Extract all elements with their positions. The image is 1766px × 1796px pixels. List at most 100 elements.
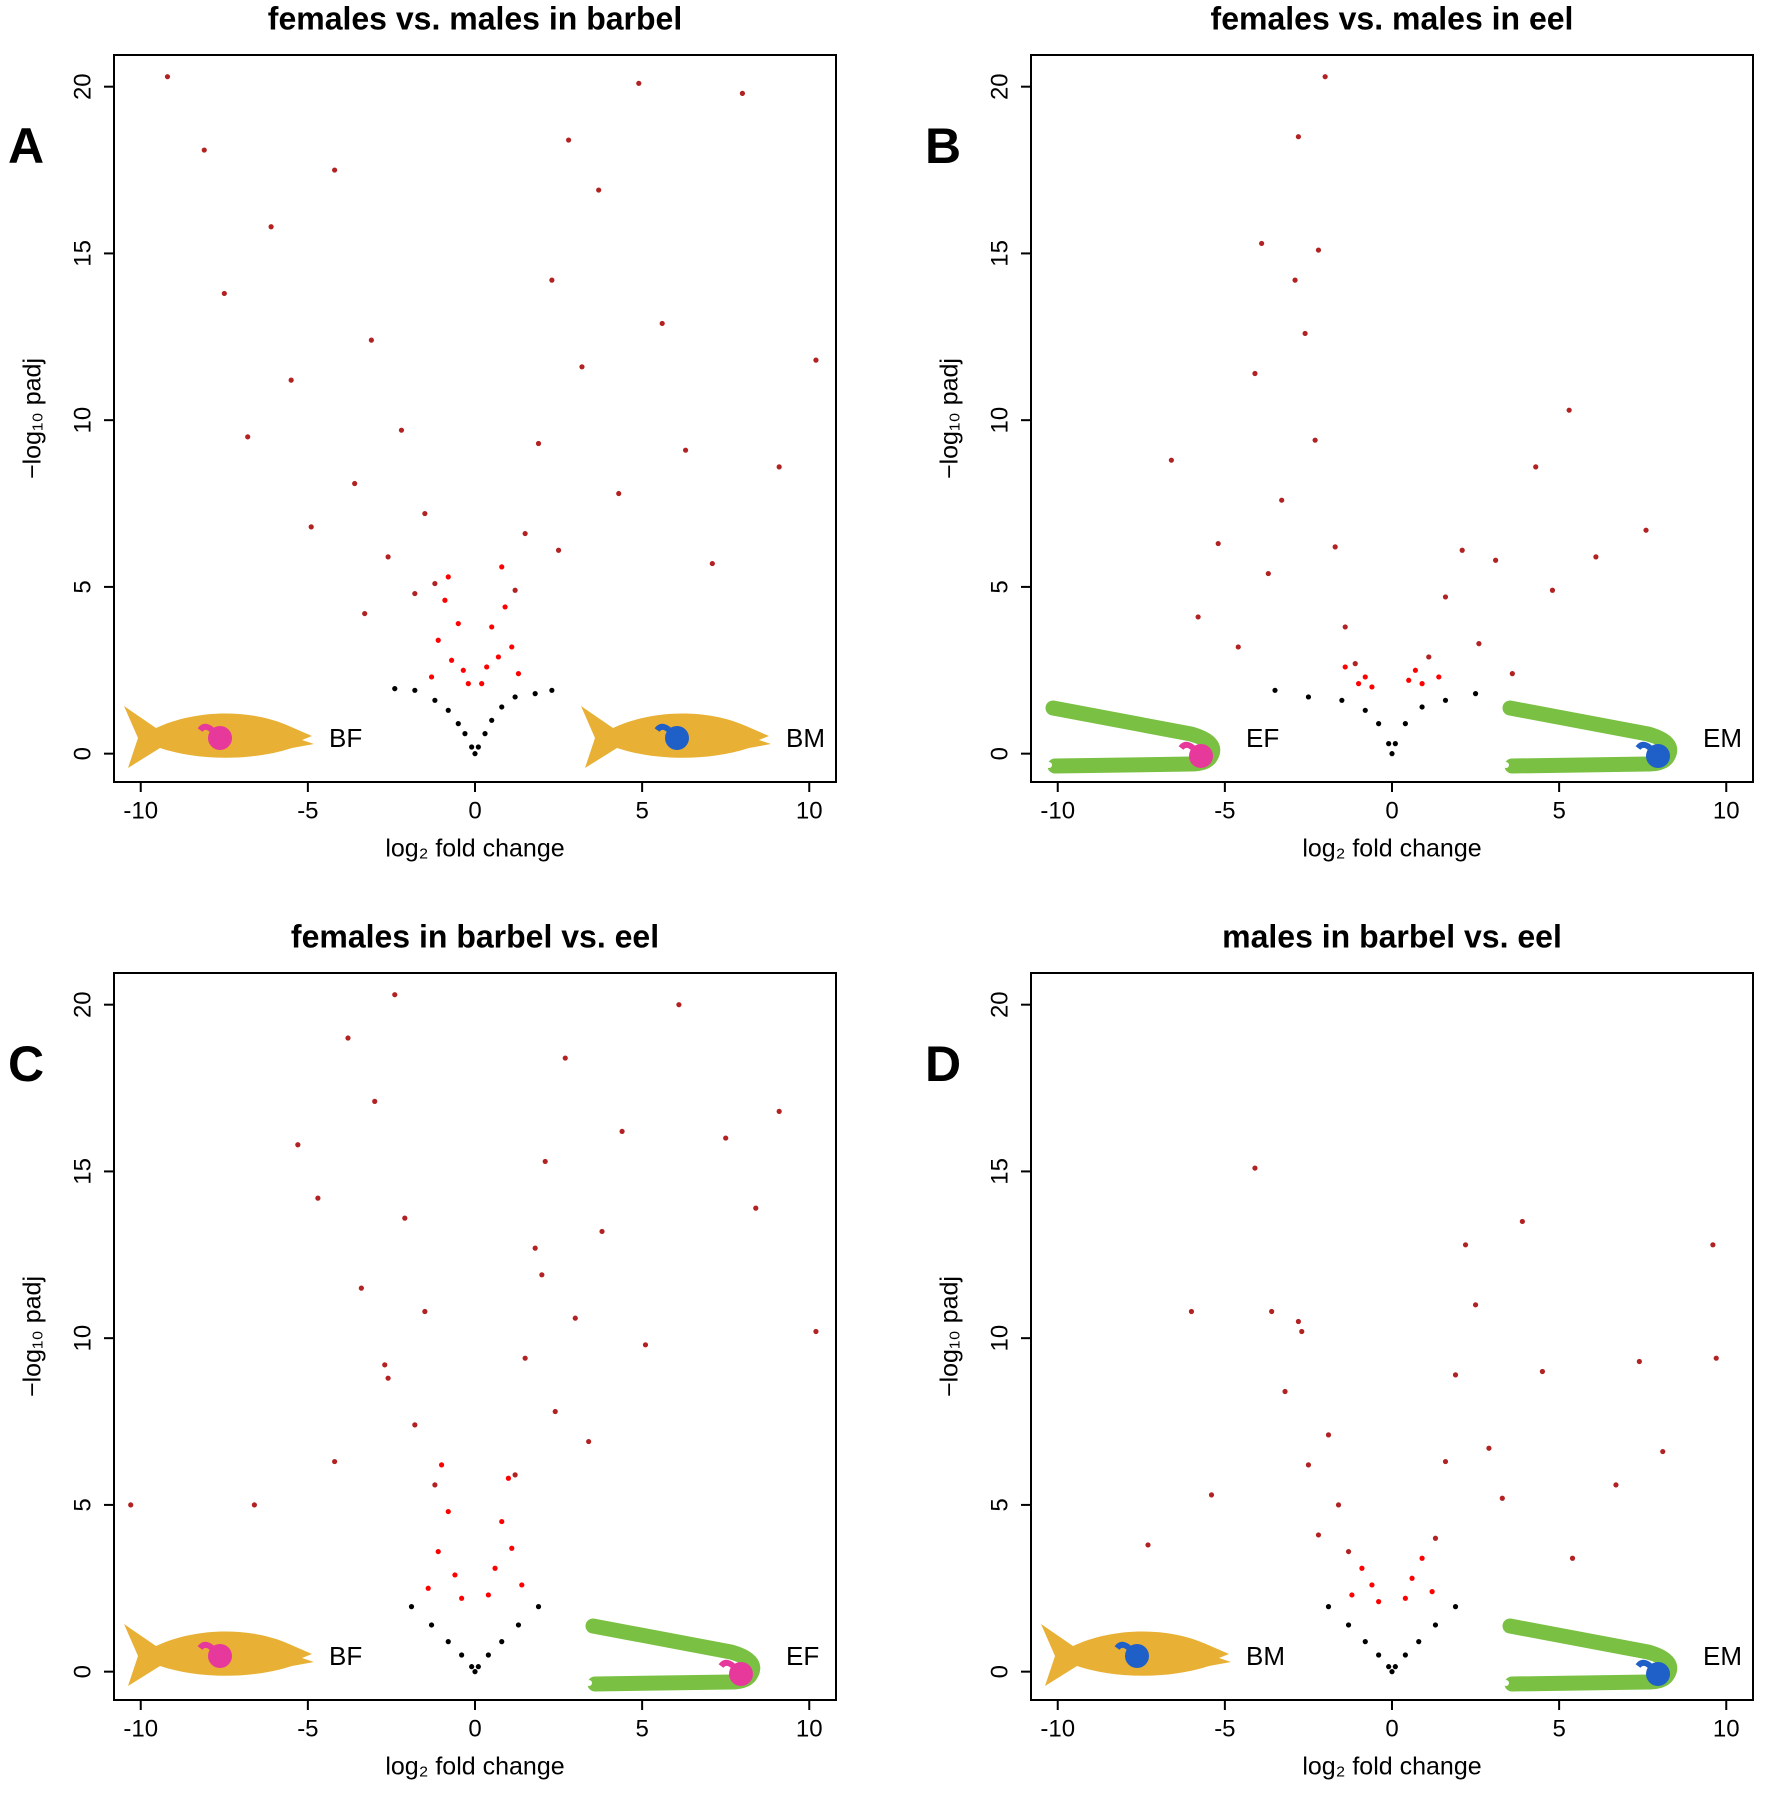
fish-icon <box>581 706 771 768</box>
point <box>1402 721 1408 727</box>
point <box>492 1565 498 1571</box>
point <box>288 377 294 383</box>
point <box>1392 741 1398 747</box>
point <box>1362 1639 1368 1645</box>
point <box>1215 540 1221 547</box>
point <box>485 1652 491 1658</box>
point <box>1409 1575 1415 1581</box>
x-tick-label: 10 <box>796 1715 823 1742</box>
point <box>532 691 538 697</box>
point <box>499 704 505 710</box>
point <box>1426 654 1432 660</box>
y-tick-label: 5 <box>69 580 96 593</box>
point <box>489 717 495 723</box>
point <box>1613 1482 1619 1488</box>
panel-title: females vs. males in eel <box>1211 0 1574 36</box>
y-axis-label: −log₁₀ padj <box>19 358 47 479</box>
point <box>1392 1664 1398 1670</box>
point <box>1332 544 1338 550</box>
x-tick-label: -10 <box>123 797 158 824</box>
point <box>1406 677 1412 683</box>
point <box>1710 1242 1716 1248</box>
point <box>1386 1664 1392 1670</box>
point <box>1459 547 1465 553</box>
x-tick-label: -5 <box>297 1715 318 1742</box>
point <box>1362 707 1368 713</box>
x-tick-label: 0 <box>468 1715 481 1742</box>
point <box>1499 1495 1505 1501</box>
point <box>251 1502 257 1508</box>
point <box>636 80 642 86</box>
point <box>1282 1388 1288 1395</box>
point <box>549 277 555 283</box>
point <box>308 524 314 530</box>
point <box>358 1285 364 1291</box>
point <box>221 290 227 297</box>
point <box>1305 694 1312 700</box>
y-tick-label: 10 <box>986 1325 1013 1352</box>
point <box>1442 594 1449 600</box>
point <box>1519 1218 1525 1225</box>
point <box>460 667 466 673</box>
icon-label: EF <box>1246 723 1279 753</box>
icon-label: BF <box>329 723 362 753</box>
y-tick-label: 5 <box>986 1498 1013 1511</box>
point <box>128 1502 134 1508</box>
fish-icon <box>124 706 314 768</box>
point <box>753 1205 759 1211</box>
point <box>402 1215 408 1221</box>
point <box>1452 1372 1459 1378</box>
point <box>484 664 490 670</box>
point <box>1362 674 1368 680</box>
point <box>1302 330 1308 337</box>
point <box>368 337 374 343</box>
point <box>709 560 715 567</box>
point <box>509 644 515 650</box>
gonad-duct <box>654 723 676 736</box>
point <box>425 1585 431 1591</box>
point <box>1369 684 1375 690</box>
y-tick-label: 15 <box>986 240 1013 267</box>
point <box>1442 1458 1449 1465</box>
point <box>382 1362 388 1368</box>
point <box>1195 614 1201 620</box>
point <box>776 464 782 470</box>
point <box>1292 277 1298 283</box>
point <box>776 1108 782 1114</box>
point <box>485 1592 491 1598</box>
point <box>1376 1652 1382 1658</box>
point <box>499 1639 505 1645</box>
point <box>1355 681 1362 687</box>
point <box>1593 554 1599 560</box>
point <box>1472 1302 1479 1308</box>
point <box>445 574 451 580</box>
point <box>1252 1165 1258 1171</box>
y-tick-label: 15 <box>986 1158 1013 1185</box>
icon-label: EM <box>1703 723 1742 753</box>
point <box>499 564 505 570</box>
point <box>455 721 461 727</box>
x-tick-label: 10 <box>1713 1715 1740 1742</box>
y-tick-label: 0 <box>69 1665 96 1678</box>
point <box>438 1462 445 1468</box>
point <box>1476 641 1482 647</box>
point <box>1295 1318 1302 1325</box>
point <box>489 624 495 630</box>
point <box>201 147 207 153</box>
panel-title: females vs. males in barbel <box>268 0 682 36</box>
y-tick-label: 10 <box>69 407 96 434</box>
gonad-duct <box>1114 1641 1136 1654</box>
point <box>422 510 428 517</box>
point <box>452 1572 458 1578</box>
point <box>482 731 488 737</box>
point <box>1389 751 1395 757</box>
y-tick-label: 0 <box>986 1665 1013 1678</box>
y-tick-label: 5 <box>69 1498 96 1511</box>
gonad-duct <box>197 723 219 736</box>
point <box>1295 134 1302 140</box>
point <box>532 1245 538 1251</box>
point <box>1376 721 1382 727</box>
point <box>435 637 441 643</box>
point <box>422 1308 428 1315</box>
